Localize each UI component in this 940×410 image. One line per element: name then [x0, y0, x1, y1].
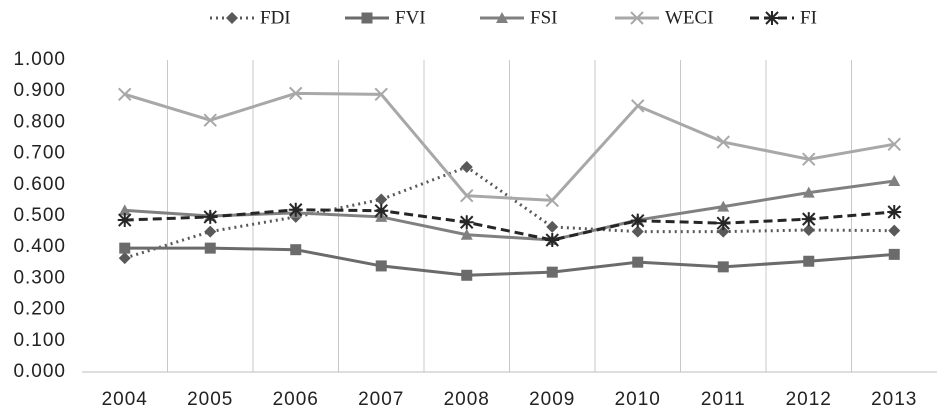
marker [802, 186, 815, 198]
marker [888, 224, 901, 237]
marker [375, 260, 387, 272]
marker [632, 256, 644, 268]
marker [118, 252, 131, 265]
x-tick-label: 2005 [187, 389, 233, 410]
marker [630, 11, 644, 25]
x-tick-label: 2007 [358, 389, 404, 410]
legend-label: WECI [665, 7, 714, 28]
marker [375, 193, 388, 206]
marker [460, 189, 474, 203]
y-tick-label: 0.400 [13, 236, 66, 257]
y-tick-label: 0.100 [13, 330, 66, 351]
series-line [124, 91, 895, 202]
marker [289, 86, 303, 101]
marker [546, 220, 559, 233]
marker [374, 203, 389, 218]
marker [887, 137, 901, 151]
marker [496, 12, 508, 23]
series-line [124, 165, 895, 260]
x-tick-label: 2010 [615, 389, 661, 410]
marker [546, 266, 558, 278]
marker [765, 11, 779, 25]
marker [226, 12, 238, 24]
marker [545, 233, 560, 248]
marker [545, 193, 559, 208]
x-tick-label: 2011 [701, 389, 746, 410]
marker [888, 175, 901, 187]
marker [803, 255, 815, 267]
marker [716, 135, 730, 149]
x-tick-label: 2013 [871, 389, 917, 410]
marker [119, 242, 131, 254]
y-tick-label: 0.500 [13, 205, 66, 226]
marker [460, 161, 473, 174]
y-tick-label: 0.600 [13, 174, 66, 195]
marker [460, 228, 473, 240]
y-tick-label: 1.000 [13, 49, 66, 70]
marker [717, 225, 730, 238]
marker [716, 216, 731, 231]
x-tick-label: 2012 [786, 389, 832, 410]
legend-label: FSI [530, 7, 557, 28]
y-tick-label: 0.800 [13, 111, 66, 132]
marker [288, 202, 303, 217]
y-tick-label: 0.300 [13, 267, 66, 288]
marker [630, 213, 645, 228]
marker [361, 12, 373, 24]
x-tick-label: 2006 [273, 389, 319, 410]
legend-label: FVI [395, 7, 426, 28]
y-tick-label: 0.000 [13, 361, 66, 382]
marker [887, 204, 902, 219]
marker [802, 152, 816, 166]
y-tick-label: 0.200 [13, 299, 66, 320]
marker [888, 248, 900, 260]
marker [631, 225, 644, 238]
marker [717, 200, 730, 212]
series-line [124, 208, 895, 242]
marker [802, 224, 815, 237]
marker [290, 244, 302, 256]
marker [717, 261, 729, 273]
marker [203, 209, 218, 224]
marker [801, 212, 816, 227]
y-tick-label: 0.900 [13, 80, 66, 101]
series-line [124, 246, 895, 277]
y-tick-label: 0.700 [13, 143, 66, 164]
marker [631, 99, 645, 113]
marker [203, 113, 217, 127]
marker [118, 204, 131, 216]
marker [118, 87, 132, 102]
x-tick-label: 2008 [444, 389, 490, 410]
legend-label: FI [800, 7, 817, 28]
marker [204, 242, 216, 254]
marker [461, 269, 473, 281]
marker [374, 87, 388, 102]
marker [204, 225, 217, 238]
marker [459, 215, 474, 230]
x-tick-label: 2004 [102, 389, 148, 410]
legend-label: FDI [260, 7, 291, 28]
marker [117, 213, 132, 228]
x-tick-label: 2009 [529, 389, 575, 410]
